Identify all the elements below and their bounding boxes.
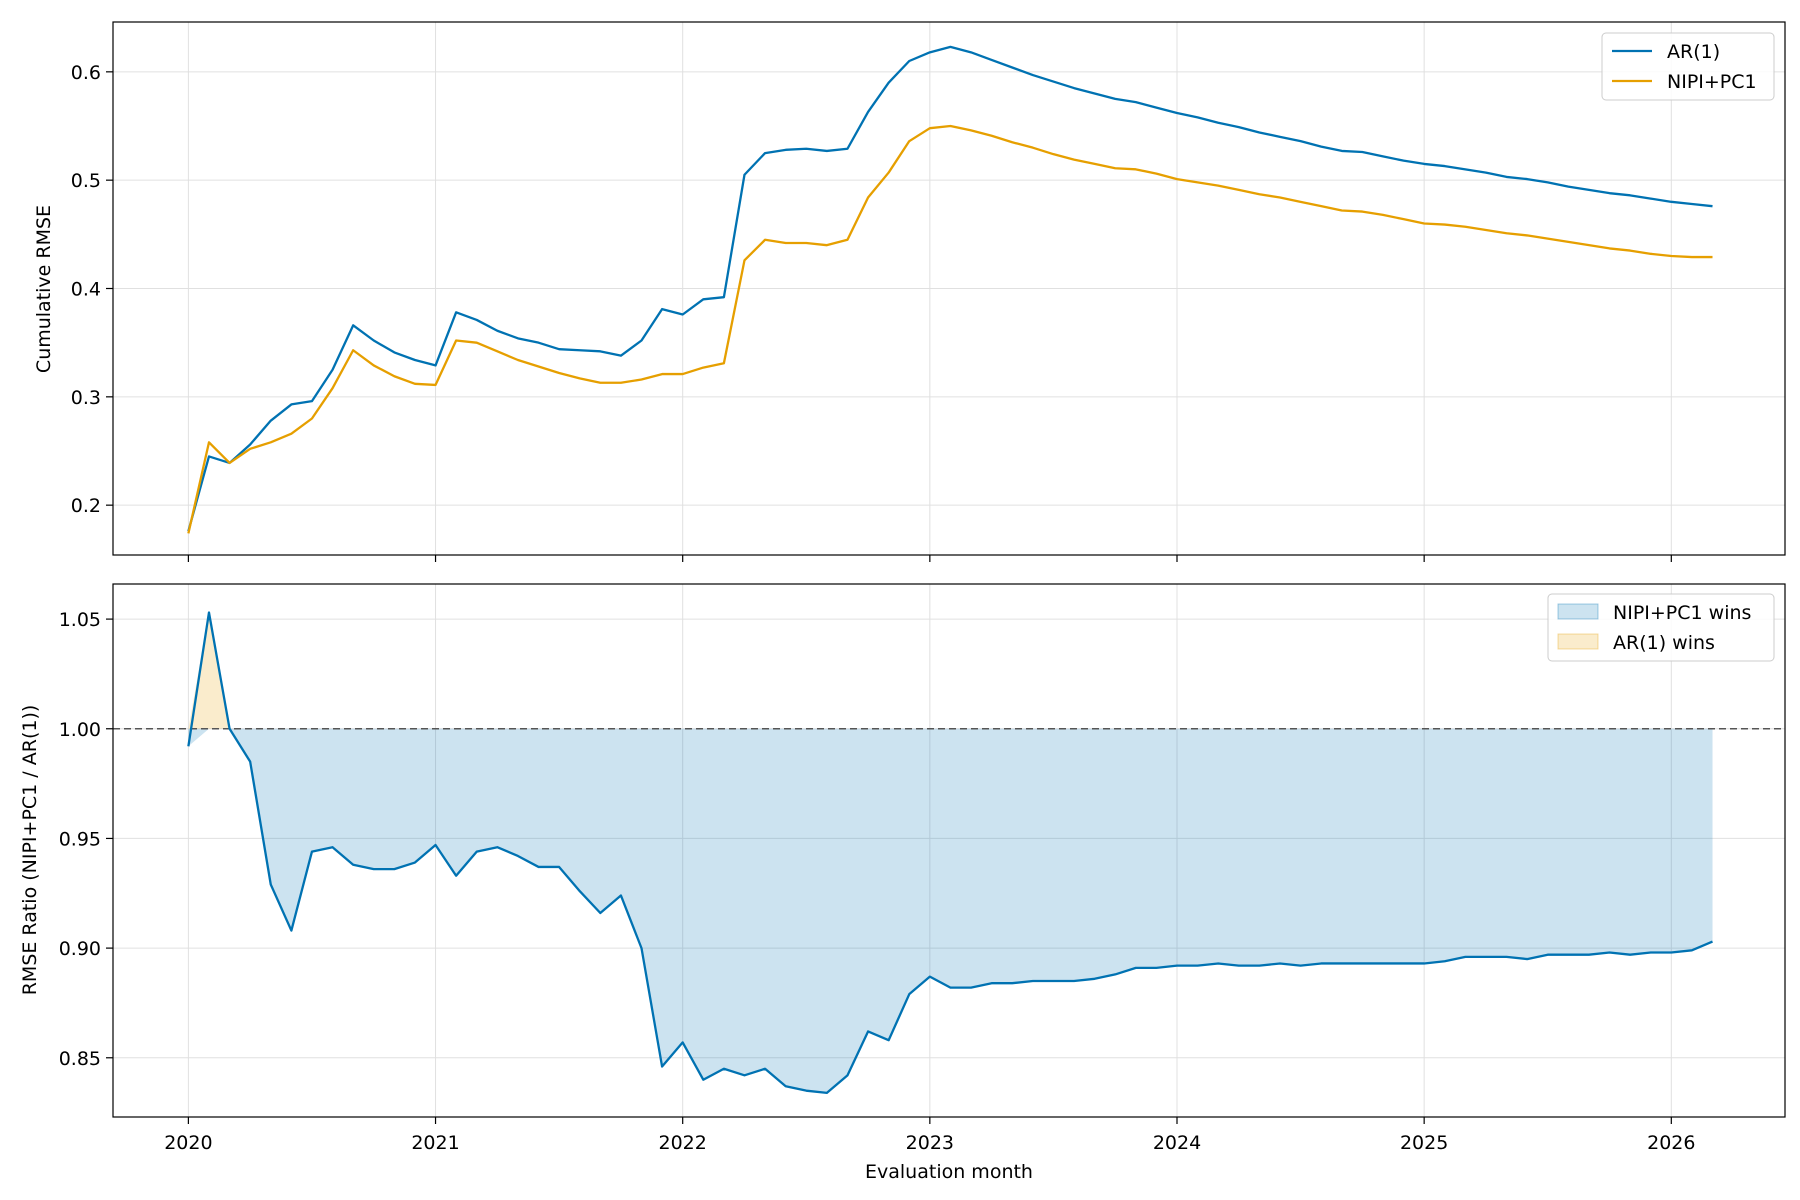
x-tick-label: 2021	[411, 1132, 459, 1154]
bottom-y-axis-label: RMSE Ratio (NIPI+PC1 / AR(1))	[19, 705, 41, 996]
series-line-ar1	[187, 45, 1713, 532]
series-line-nipi-pc1	[187, 124, 1713, 534]
x-tick-label: 2026	[1647, 1132, 1695, 1154]
x-tick-label: 2025	[1400, 1132, 1448, 1154]
top-legend[interactable]: AR(1) NIPI+PC1	[1601, 32, 1775, 101]
top-y-axis-label: Cumulative RMSE	[33, 205, 55, 373]
bottom-y-tick-label: 0.90	[59, 938, 101, 960]
top-y-tick-label: 0.4	[71, 279, 101, 301]
bottom-y-tick-label: 1.05	[59, 609, 101, 631]
bottom-plot-frame	[112, 583, 1786, 1118]
top-x-ticks	[187, 555, 1672, 562]
bottom-y-ticks: 0.85 0.90 0.95 1.00 1.05	[59, 609, 113, 1070]
fill-nipi-pc1-wins	[188, 728, 1713, 1093]
bottom-grid	[113, 584, 1785, 1117]
x-tick-label: 2020	[164, 1132, 212, 1154]
legend-swatch-ar1-wins	[1557, 633, 1599, 650]
bottom-y-tick-label: 0.95	[59, 828, 101, 850]
legend-label-nipi-pc1: NIPI+PC1	[1667, 71, 1757, 93]
x-tick-label: 2022	[659, 1132, 707, 1154]
bottom-x-ticks: 2020 2021 2022 2023 2024 2025 2026	[164, 1117, 1695, 1154]
bottom-legend-box	[1547, 593, 1775, 662]
bottom-y-tick-label: 0.85	[59, 1048, 101, 1070]
top-panel-cumulative-rmse: 0.2 0.3 0.4 0.5 0.6 Cumulative RMSE AR(1) NIP…	[33, 21, 1786, 562]
top-y-tick-label: 0.5	[71, 170, 101, 192]
series-line-rmse-ratio	[187, 611, 1713, 1095]
top-grid	[113, 22, 1785, 555]
legend-label-nipi-pc1-wins: NIPI+PC1 wins	[1613, 602, 1751, 624]
legend-label-ar1: AR(1)	[1667, 41, 1720, 63]
legend-label-ar1-wins: AR(1) wins	[1613, 632, 1715, 654]
top-y-ticks: 0.2 0.3 0.4 0.5 0.6	[71, 62, 113, 517]
top-legend-box	[1601, 32, 1775, 101]
x-tick-label: 2023	[906, 1132, 954, 1154]
bottom-series-lines	[187, 611, 1713, 1095]
bottom-fill-areas	[188, 612, 1713, 1093]
top-y-tick-label: 0.3	[71, 387, 101, 409]
top-series-lines	[187, 45, 1713, 534]
bottom-panel-rmse-ratio: 0.850.900.951.001.05 2020 2021 2022 2023 202…	[19, 583, 1786, 1183]
legend-swatch-nipi-pc1-wins	[1557, 603, 1599, 620]
x-axis-label: Evaluation month	[865, 1161, 1033, 1183]
top-y-tick-label: 0.6	[71, 62, 101, 84]
top-y-tick-label: 0.2	[71, 495, 101, 517]
x-tick-label: 2024	[1153, 1132, 1201, 1154]
bottom-legend[interactable]: NIPI+PC1 wins AR(1) wins	[1547, 593, 1775, 662]
bottom-y-tick-label: 1.00	[59, 719, 101, 741]
